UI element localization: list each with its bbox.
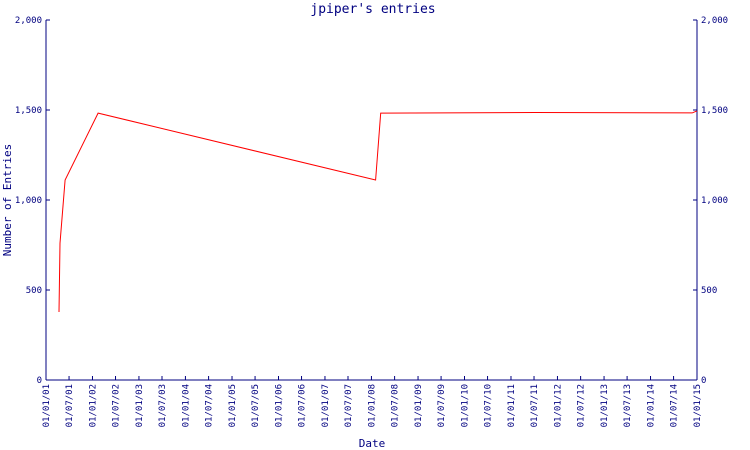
x-tick-label: 01/07/07: [344, 384, 354, 427]
x-tick-label: 01/07/11: [530, 384, 540, 427]
x-tick-label: 01/01/15: [693, 384, 703, 427]
x-tick-label: 01/01/06: [274, 384, 284, 427]
x-tick-label: 01/07/13: [623, 384, 633, 427]
x-tick-label: 01/01/09: [414, 384, 424, 427]
x-tick-label: 01/07/08: [391, 384, 401, 427]
chart-title: jpiper's entries: [310, 2, 435, 17]
x-tick-label: 01/01/02: [88, 384, 98, 427]
y2-tick-label: 1,500: [701, 106, 728, 116]
y2-tick-label: 0: [701, 376, 706, 386]
y-axis-title: Number of Entries: [1, 144, 14, 257]
x-tick-label: 01/01/12: [553, 384, 563, 427]
x-tick-label: 01/01/03: [135, 384, 145, 427]
y2-tick-label: 2,000: [701, 16, 728, 26]
y-tick-label: 1,000: [15, 196, 42, 206]
y-tick-label: 0: [37, 376, 42, 386]
x-tick-label: 01/01/01: [42, 384, 52, 427]
x-tick-label: 01/01/10: [461, 384, 471, 427]
x-tick-label: 01/07/04: [205, 384, 215, 427]
x-tick-label: 01/01/04: [181, 384, 191, 427]
x-tick-label: 01/07/14: [670, 384, 680, 427]
x-tick-label: 01/07/09: [437, 384, 447, 427]
x-tick-label: 01/01/14: [647, 384, 657, 427]
x-axis-title: Date: [359, 437, 386, 450]
y2-tick-label: 500: [701, 286, 717, 296]
x-tick-label: 01/07/02: [112, 384, 122, 427]
y-tick-label: 1,500: [15, 106, 42, 116]
y2-tick-label: 1,000: [701, 196, 728, 206]
data-line: [58, 110, 698, 313]
x-tick-label: 01/01/13: [600, 384, 610, 427]
x-tick-label: 01/07/06: [298, 384, 308, 427]
x-tick-label: 01/01/11: [507, 384, 517, 427]
x-tick-label: 01/01/08: [367, 384, 377, 427]
x-tick-label: 01/07/05: [251, 384, 261, 427]
x-tick-label: 01/07/01: [65, 384, 75, 427]
y-tick-label: 2,000: [15, 16, 42, 26]
x-tick-label: 01/07/10: [484, 384, 494, 427]
y-tick-label: 500: [26, 286, 42, 296]
x-tick-label: 01/07/03: [158, 384, 168, 427]
x-tick-label: 01/01/07: [321, 384, 331, 427]
x-tick-label: 01/01/05: [228, 384, 238, 427]
x-tick-label: 01/07/12: [577, 384, 587, 427]
